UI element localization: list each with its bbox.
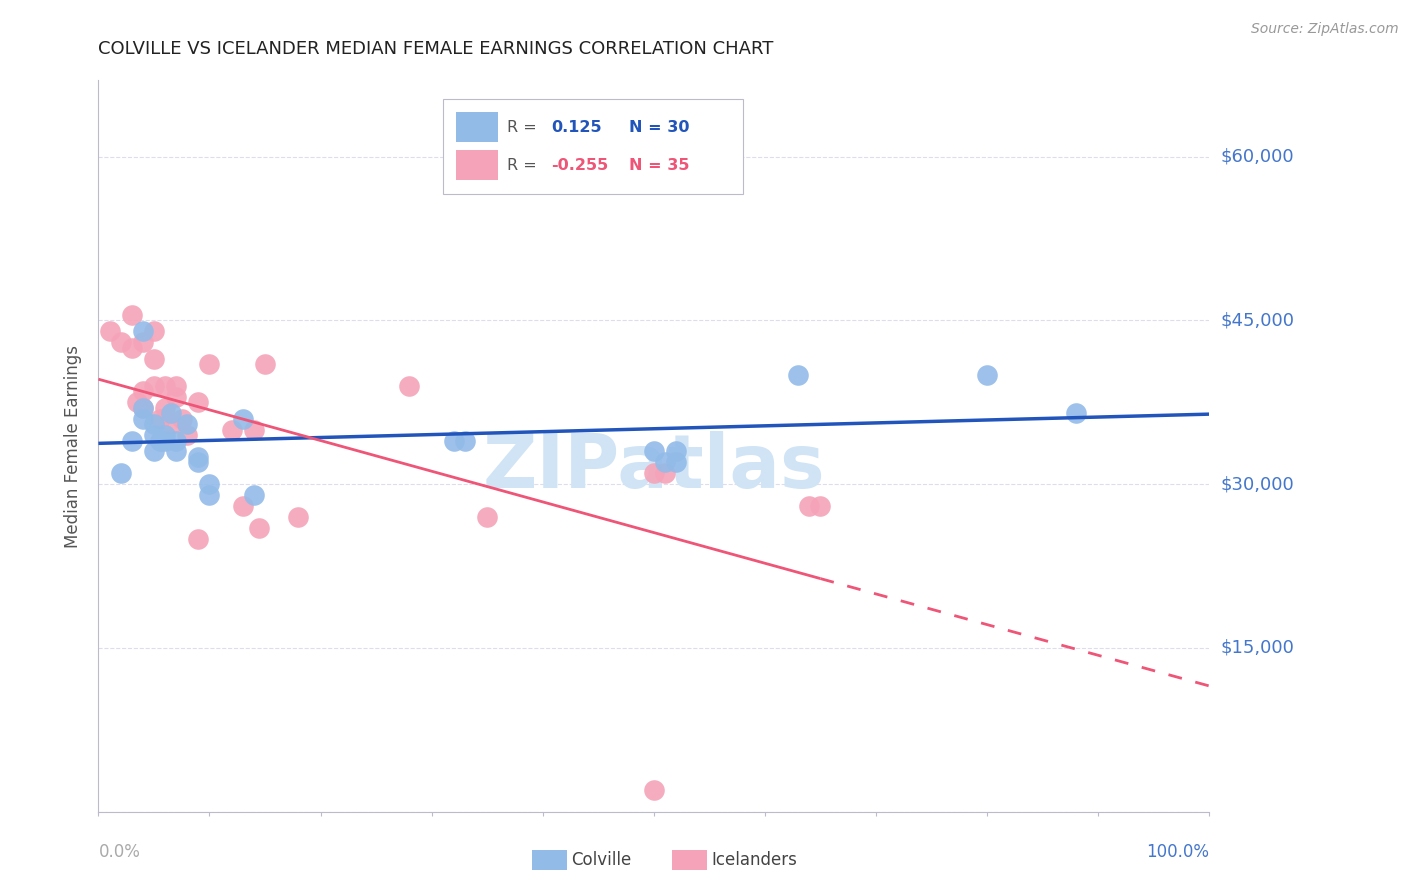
Point <box>799 499 821 513</box>
Point <box>232 499 254 513</box>
Point <box>153 434 176 448</box>
Point <box>110 335 132 350</box>
Point <box>143 428 166 442</box>
Text: Source: ZipAtlas.com: Source: ZipAtlas.com <box>1251 22 1399 37</box>
Point <box>165 444 187 458</box>
Point <box>132 411 155 425</box>
Bar <box>456 150 498 180</box>
Point <box>148 434 170 448</box>
Point <box>198 477 221 491</box>
Point <box>143 379 166 393</box>
Point <box>132 324 155 338</box>
Point <box>153 379 176 393</box>
Text: ZIPatlas: ZIPatlas <box>482 432 825 505</box>
Point <box>810 499 832 513</box>
Text: Colville: Colville <box>571 851 631 869</box>
Point <box>287 510 309 524</box>
Point <box>443 434 465 448</box>
Point <box>398 379 420 393</box>
Text: 0.125: 0.125 <box>551 120 602 135</box>
Point <box>165 379 187 393</box>
Point <box>121 341 143 355</box>
Point <box>121 308 143 322</box>
Point <box>976 368 998 382</box>
Point <box>176 428 198 442</box>
Text: N = 30: N = 30 <box>630 120 690 135</box>
Point <box>654 467 676 481</box>
Point <box>143 444 166 458</box>
Text: $30,000: $30,000 <box>1220 475 1294 493</box>
Text: 0.0%: 0.0% <box>98 843 141 861</box>
Point <box>665 455 688 469</box>
Point <box>654 455 676 469</box>
Point <box>170 411 193 425</box>
Point <box>165 434 187 448</box>
Bar <box>456 112 498 143</box>
Point <box>153 401 176 415</box>
Point <box>643 783 665 797</box>
Point <box>243 488 266 502</box>
Point <box>143 351 166 366</box>
Point <box>165 390 187 404</box>
Point <box>454 434 477 448</box>
Point <box>121 434 143 448</box>
Point <box>249 521 271 535</box>
Text: Icelanders: Icelanders <box>711 851 797 869</box>
Point <box>153 428 176 442</box>
Point <box>143 417 166 432</box>
Point <box>110 467 132 481</box>
Point <box>187 395 209 409</box>
Point <box>148 411 170 425</box>
Text: $45,000: $45,000 <box>1220 311 1295 329</box>
Point <box>475 510 498 524</box>
Text: N = 35: N = 35 <box>630 158 690 173</box>
Point <box>221 423 243 437</box>
Point <box>665 444 688 458</box>
Point <box>643 444 665 458</box>
Point <box>187 455 209 469</box>
Text: 100.0%: 100.0% <box>1146 843 1209 861</box>
Text: -0.255: -0.255 <box>551 158 609 173</box>
Point <box>143 324 166 338</box>
Point <box>1064 406 1087 420</box>
Text: $15,000: $15,000 <box>1220 639 1295 657</box>
Point <box>643 467 665 481</box>
Point <box>132 384 155 399</box>
Point <box>232 411 254 425</box>
Text: COLVILLE VS ICELANDER MEDIAN FEMALE EARNINGS CORRELATION CHART: COLVILLE VS ICELANDER MEDIAN FEMALE EARN… <box>98 40 773 58</box>
Text: $60,000: $60,000 <box>1220 148 1294 166</box>
Point <box>132 401 155 415</box>
Point <box>198 488 221 502</box>
Text: R =: R = <box>508 120 537 135</box>
Point <box>159 406 181 420</box>
Point <box>787 368 810 382</box>
Point <box>127 395 149 409</box>
Point <box>187 532 209 546</box>
Point <box>198 357 221 371</box>
Y-axis label: Median Female Earnings: Median Female Earnings <box>65 344 83 548</box>
Point <box>98 324 121 338</box>
FancyBboxPatch shape <box>443 99 742 194</box>
Text: R =: R = <box>508 158 537 173</box>
Point <box>253 357 276 371</box>
Point <box>187 450 209 464</box>
Point <box>243 423 266 437</box>
Point <box>132 335 155 350</box>
Point <box>132 401 155 415</box>
Point <box>176 417 198 432</box>
Point <box>159 417 181 432</box>
